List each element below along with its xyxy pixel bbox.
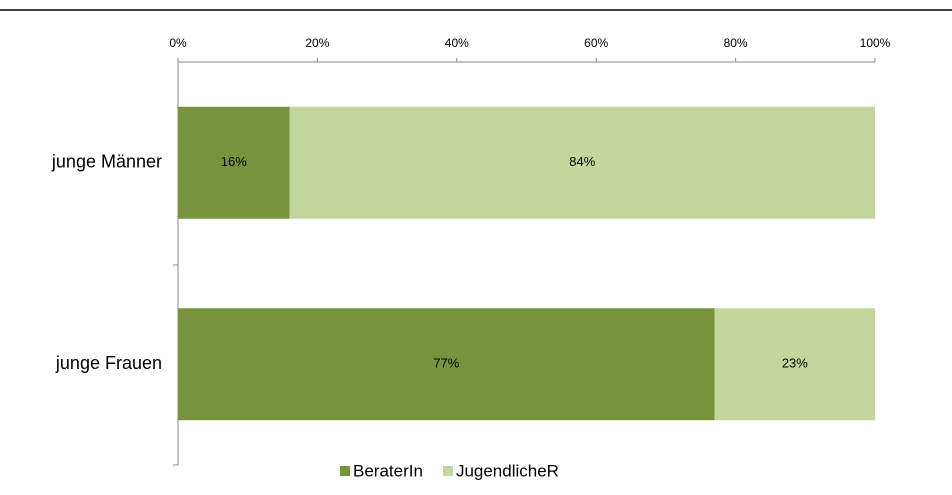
- bar-segment: [178, 308, 715, 421]
- legend-label: JugendlicheR: [456, 461, 559, 480]
- bar-segment: [714, 308, 875, 421]
- legend-swatch: [442, 466, 453, 476]
- category-label: junge Männer: [51, 152, 162, 172]
- data-label: 84%: [569, 154, 595, 169]
- bar-segment: [178, 106, 290, 219]
- data-label: 23%: [782, 356, 808, 371]
- x-tick-label: 20%: [305, 36, 329, 50]
- category-label: junge Frauen: [55, 353, 162, 373]
- x-tick-label: 40%: [445, 36, 469, 50]
- legend-label: BeraterIn: [353, 461, 423, 480]
- x-tick-label: 0%: [169, 36, 187, 50]
- x-tick-label: 60%: [584, 36, 608, 50]
- x-tick-label: 80%: [724, 36, 748, 50]
- bar-segment: [289, 106, 875, 219]
- data-label: 77%: [433, 356, 459, 371]
- x-tick-label: 100%: [860, 36, 891, 50]
- data-label: 16%: [221, 154, 247, 169]
- legend-swatch: [340, 466, 350, 476]
